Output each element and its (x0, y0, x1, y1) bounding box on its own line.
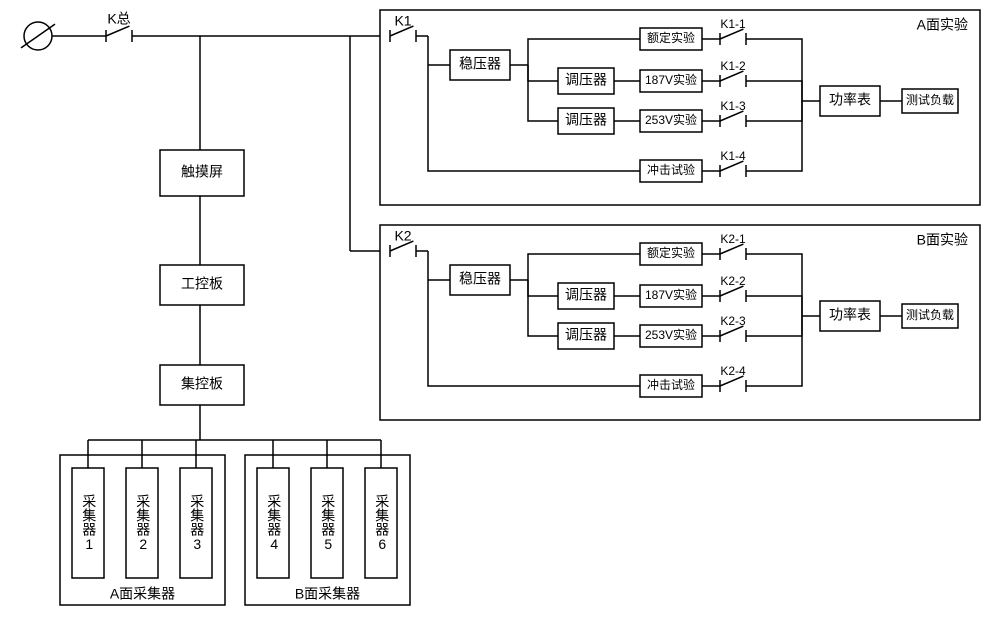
panelA-power-meter-label: 功率表 (829, 92, 871, 108)
panelB-exp-3-label: 冲击试验 (647, 377, 695, 392)
collectors.groupA-item-0-label: 采集器1 (81, 494, 97, 552)
collectors.groupB-item-0-label: 采集器4 (266, 494, 282, 552)
panelA-ks-1-label: K1-2 (720, 59, 746, 73)
panelA-load-label: 测试负载 (906, 92, 954, 107)
panelB-load-label: 测试负载 (906, 307, 954, 322)
collectors.groupA-item-1-label: 采集器2 (135, 494, 151, 552)
panelB-exp-2-label: 253V实验 (645, 327, 697, 342)
panelA-title: A面实验 (917, 17, 968, 33)
panelB-stabilizer-label: 稳压器 (459, 271, 501, 287)
collectors.groupB-item-2-label: 采集器6 (374, 494, 390, 552)
panelA-exp-1-label: 187V实验 (645, 72, 697, 87)
panelB-title: B面实验 (917, 232, 968, 248)
touchscreen-label: 触摸屏 (181, 164, 223, 180)
panelB-ks-0-label: K2-1 (720, 232, 746, 246)
ipc-board-label: 工控板 (181, 276, 223, 292)
panelA-ks-0-label: K1-1 (720, 17, 746, 31)
panelA-exp-3-label: 冲击试验 (647, 162, 695, 177)
panelA-regulator-2-label: 调压器 (565, 112, 607, 128)
panelA-exp-0-label: 额定实验 (647, 30, 695, 45)
panelB-exp-1-label: 187V实验 (645, 287, 697, 302)
panelA-stabilizer-label: 稳压器 (459, 56, 501, 72)
collectors.groupA-item-2-label: 采集器3 (189, 494, 205, 552)
panelB-regulator-1-label: 调压器 (565, 287, 607, 303)
panelA-ks-3-label: K1-4 (720, 149, 746, 163)
collectors.groupB-item-1-label: 采集器5 (320, 494, 336, 552)
panelB-k-label: K2 (394, 228, 411, 244)
main-switch-label: K总 (107, 11, 130, 27)
panelB-ks-2-label: K2-3 (720, 314, 746, 328)
panelB-regulator-2-label: 调压器 (565, 327, 607, 343)
panelA-exp-2-label: 253V实验 (645, 112, 697, 127)
panelB-ks-3-label: K2-4 (720, 364, 746, 378)
collectors.groupA-title: A面采集器 (110, 586, 175, 602)
panelA-regulator-1-label: 调压器 (565, 72, 607, 88)
panelB-power-meter-label: 功率表 (829, 307, 871, 323)
collectors.groupB-title: B面采集器 (295, 586, 360, 602)
panelB-ks-1-label: K2-2 (720, 274, 746, 288)
panelA-k-label: K1 (394, 13, 411, 29)
ctrl-board-label: 集控板 (181, 376, 223, 392)
panelB-exp-0-label: 额定实验 (647, 245, 695, 260)
panelA-ks-2-label: K1-3 (720, 99, 746, 113)
